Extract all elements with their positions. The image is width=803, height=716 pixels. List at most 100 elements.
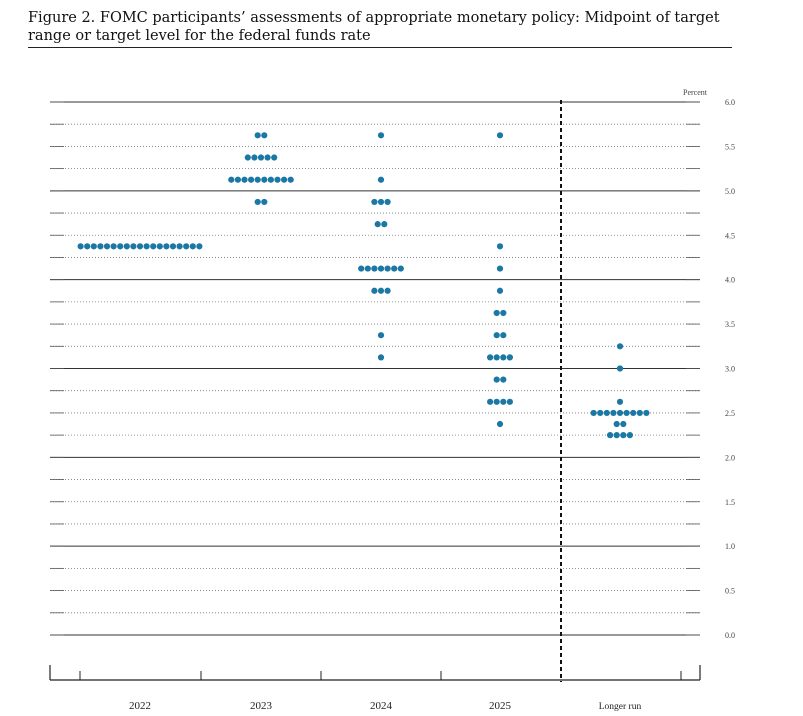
dot-2024 (377, 332, 385, 339)
chart-title: Figure 2. FOMC participants’ assessments… (28, 10, 720, 44)
dot-2023 (261, 198, 268, 206)
y-tick-label: 1.0 (725, 542, 735, 551)
y-tick-label: 4.0 (725, 276, 735, 285)
dot-2023 (244, 154, 251, 161)
dot-2025 (506, 354, 513, 361)
dot-2022 (97, 243, 104, 250)
y-tick-label: 0.5 (725, 587, 735, 596)
dot-2024 (358, 265, 365, 272)
dot-2023 (281, 176, 288, 183)
dot-2024 (377, 176, 385, 183)
dot-2022 (77, 243, 84, 250)
dot-2024 (384, 287, 391, 294)
dot-2022 (189, 243, 196, 250)
y-tick-label: 1.5 (725, 498, 735, 507)
x-category-label: 2023 (250, 700, 273, 712)
dot-2024 (364, 265, 371, 272)
dot-2023 (261, 176, 268, 183)
y-tick-label: 0.0 (725, 631, 735, 640)
dot-longer-run (616, 409, 624, 417)
dot-2023 (274, 176, 281, 183)
dot-2022 (123, 243, 130, 250)
dot-2022 (196, 243, 203, 250)
dot-2022 (84, 243, 91, 250)
dot-2024 (381, 221, 388, 228)
dot-2022 (150, 243, 157, 250)
dot-2025 (493, 354, 500, 361)
dot-2025 (493, 332, 500, 339)
dot-2024 (371, 198, 378, 206)
dot-longer-run (607, 432, 614, 439)
dot-2025 (493, 309, 500, 317)
dot-2025 (496, 420, 504, 428)
dot-2023 (254, 176, 261, 183)
dot-2023 (287, 176, 294, 183)
y-tick-label: 5.5 (725, 142, 735, 151)
dot-longer-run (626, 432, 634, 439)
dot-2024 (384, 265, 391, 272)
x-category-label: 2025 (489, 700, 512, 712)
dot-longer-run (590, 409, 597, 417)
dot-2024 (374, 221, 381, 228)
dot-longer-run (616, 365, 624, 372)
dot-2025 (506, 398, 513, 405)
dot-longer-run (613, 420, 620, 428)
dot-2023 (257, 154, 265, 161)
dot-2024 (371, 265, 378, 272)
dot-2022 (176, 243, 183, 250)
dot-2024 (391, 265, 398, 272)
dot-longer-run (630, 409, 637, 417)
dot-2022 (130, 243, 137, 250)
x-category-label: 2022 (129, 700, 151, 712)
dot-2024 (371, 287, 378, 294)
dot-2024 (397, 265, 404, 272)
dot-2022 (143, 243, 150, 250)
dot-longer-run (620, 432, 627, 439)
title-rule (28, 47, 732, 48)
dot-2024 (384, 198, 391, 206)
dot-longer-run (643, 409, 650, 417)
dot-longer-run (603, 409, 610, 417)
dot-2024 (377, 287, 385, 294)
y-tick-label: 2.5 (725, 409, 735, 418)
dot-2023 (251, 154, 258, 161)
y-tick-label: 3.5 (725, 320, 735, 329)
dot-2023 (264, 154, 271, 161)
dot-2025 (496, 287, 504, 294)
dot-longer-run (620, 420, 627, 428)
dot-2024 (377, 265, 385, 272)
dot-2025 (496, 132, 504, 139)
dot-2022 (90, 243, 97, 250)
dot-2022 (156, 243, 163, 250)
y-tick-label: 4.5 (725, 231, 735, 240)
y-axis-label: Percent (683, 88, 708, 97)
y-tick-label: 6.0 (725, 98, 735, 107)
dot-2025 (496, 243, 504, 250)
dot-2024 (377, 132, 385, 139)
dot-2022 (169, 243, 177, 250)
dot-2025 (487, 398, 494, 405)
y-tick-label: 5.0 (725, 187, 735, 196)
dot-2022 (103, 243, 111, 250)
y-tick-label: 2.0 (725, 453, 735, 462)
dot-2022 (183, 243, 190, 250)
dot-2025 (500, 354, 507, 361)
dot-2024 (377, 198, 385, 206)
dot-longer-run (616, 343, 624, 350)
dot-longer-run (597, 409, 604, 417)
x-category-label: Longer run (599, 702, 642, 712)
dot-2025 (500, 376, 507, 383)
dot-longer-run (623, 409, 630, 417)
dot-2023 (241, 176, 248, 183)
dot-2025 (500, 398, 507, 405)
dot-2022 (163, 243, 170, 250)
dot-2022 (110, 243, 117, 250)
dot-2025 (500, 309, 507, 317)
dot-2025 (496, 265, 504, 272)
dot-longer-run (636, 409, 643, 417)
dot-2025 (500, 332, 507, 339)
dot-2023 (228, 176, 235, 183)
dot-2023 (271, 154, 278, 161)
x-category-label: 2024 (370, 700, 393, 712)
